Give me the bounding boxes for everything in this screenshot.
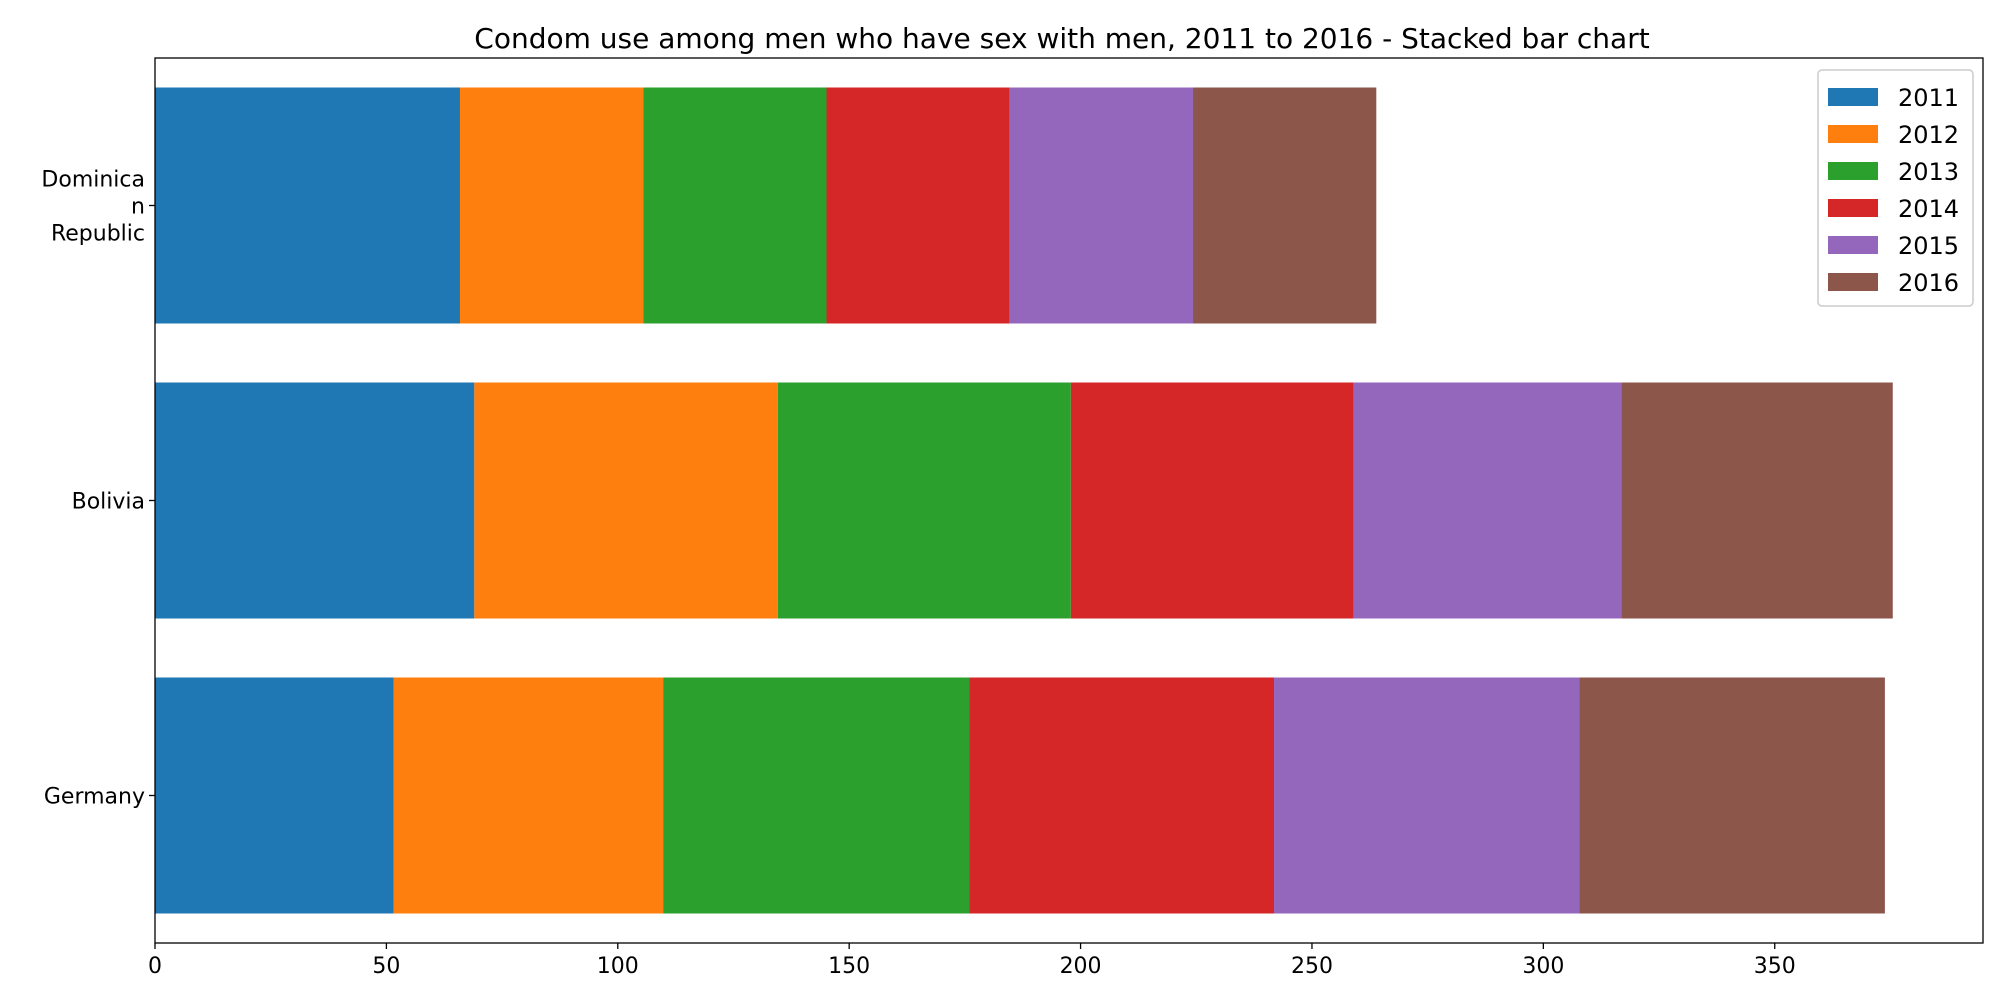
legend-swatch bbox=[1828, 199, 1878, 217]
bar-segment bbox=[155, 677, 394, 914]
bar-segment bbox=[1621, 382, 1893, 619]
bar-segment bbox=[777, 382, 1071, 619]
chart-title: Condom use among men who have sex with m… bbox=[474, 22, 1649, 55]
bars-layer bbox=[155, 87, 1893, 914]
legend-label: 2015 bbox=[1898, 232, 1959, 260]
legend-swatch bbox=[1828, 125, 1878, 143]
x-tick-label: 300 bbox=[1522, 954, 1564, 979]
bar-segment bbox=[1193, 87, 1377, 324]
x-tick-label: 0 bbox=[148, 954, 162, 979]
x-tick-label: 150 bbox=[828, 954, 870, 979]
bar-segment bbox=[663, 677, 970, 914]
bar-segment bbox=[459, 87, 644, 324]
legend-label: 2016 bbox=[1898, 269, 1959, 297]
y-tick-label: Bolivia bbox=[72, 490, 145, 515]
bar-segment bbox=[1274, 677, 1580, 914]
bar-segment bbox=[969, 677, 1275, 914]
y-axis: Dominica n Republic Bolivia Germany bbox=[41, 168, 155, 810]
legend-label: 2013 bbox=[1898, 158, 1959, 186]
x-tick-label: 250 bbox=[1291, 954, 1333, 979]
legend: 2011 2012 2013 2014 2015 2016 bbox=[1817, 69, 1974, 307]
y-tick-label: Dominica n Republic bbox=[41, 168, 145, 247]
legend-swatch bbox=[1828, 236, 1878, 254]
bar-segment bbox=[1070, 382, 1354, 619]
x-axis: 0 50 100 150 200 250 300 350 bbox=[148, 943, 1796, 979]
legend-label: 2014 bbox=[1898, 195, 1959, 223]
bar-segment bbox=[1353, 382, 1622, 619]
bar-segment bbox=[393, 677, 664, 914]
x-tick-label: 350 bbox=[1754, 954, 1796, 979]
legend-swatch bbox=[1828, 88, 1878, 106]
bar-segment bbox=[1579, 677, 1885, 914]
x-tick-label: 200 bbox=[1060, 954, 1102, 979]
y-tick-label: Germany bbox=[44, 785, 145, 810]
legend-label: 2012 bbox=[1898, 121, 1959, 149]
bar-segment bbox=[155, 382, 475, 619]
bar-segment bbox=[643, 87, 827, 324]
x-tick-label: 100 bbox=[597, 954, 639, 979]
legend-label: 2011 bbox=[1898, 84, 1959, 112]
legend-swatch bbox=[1828, 162, 1878, 180]
legend-swatch bbox=[1828, 273, 1878, 291]
bar-segment bbox=[1009, 87, 1194, 324]
bar-segment bbox=[826, 87, 1010, 324]
x-tick-label: 50 bbox=[372, 954, 400, 979]
bar-segment bbox=[155, 87, 460, 324]
bar-segment bbox=[474, 382, 778, 619]
